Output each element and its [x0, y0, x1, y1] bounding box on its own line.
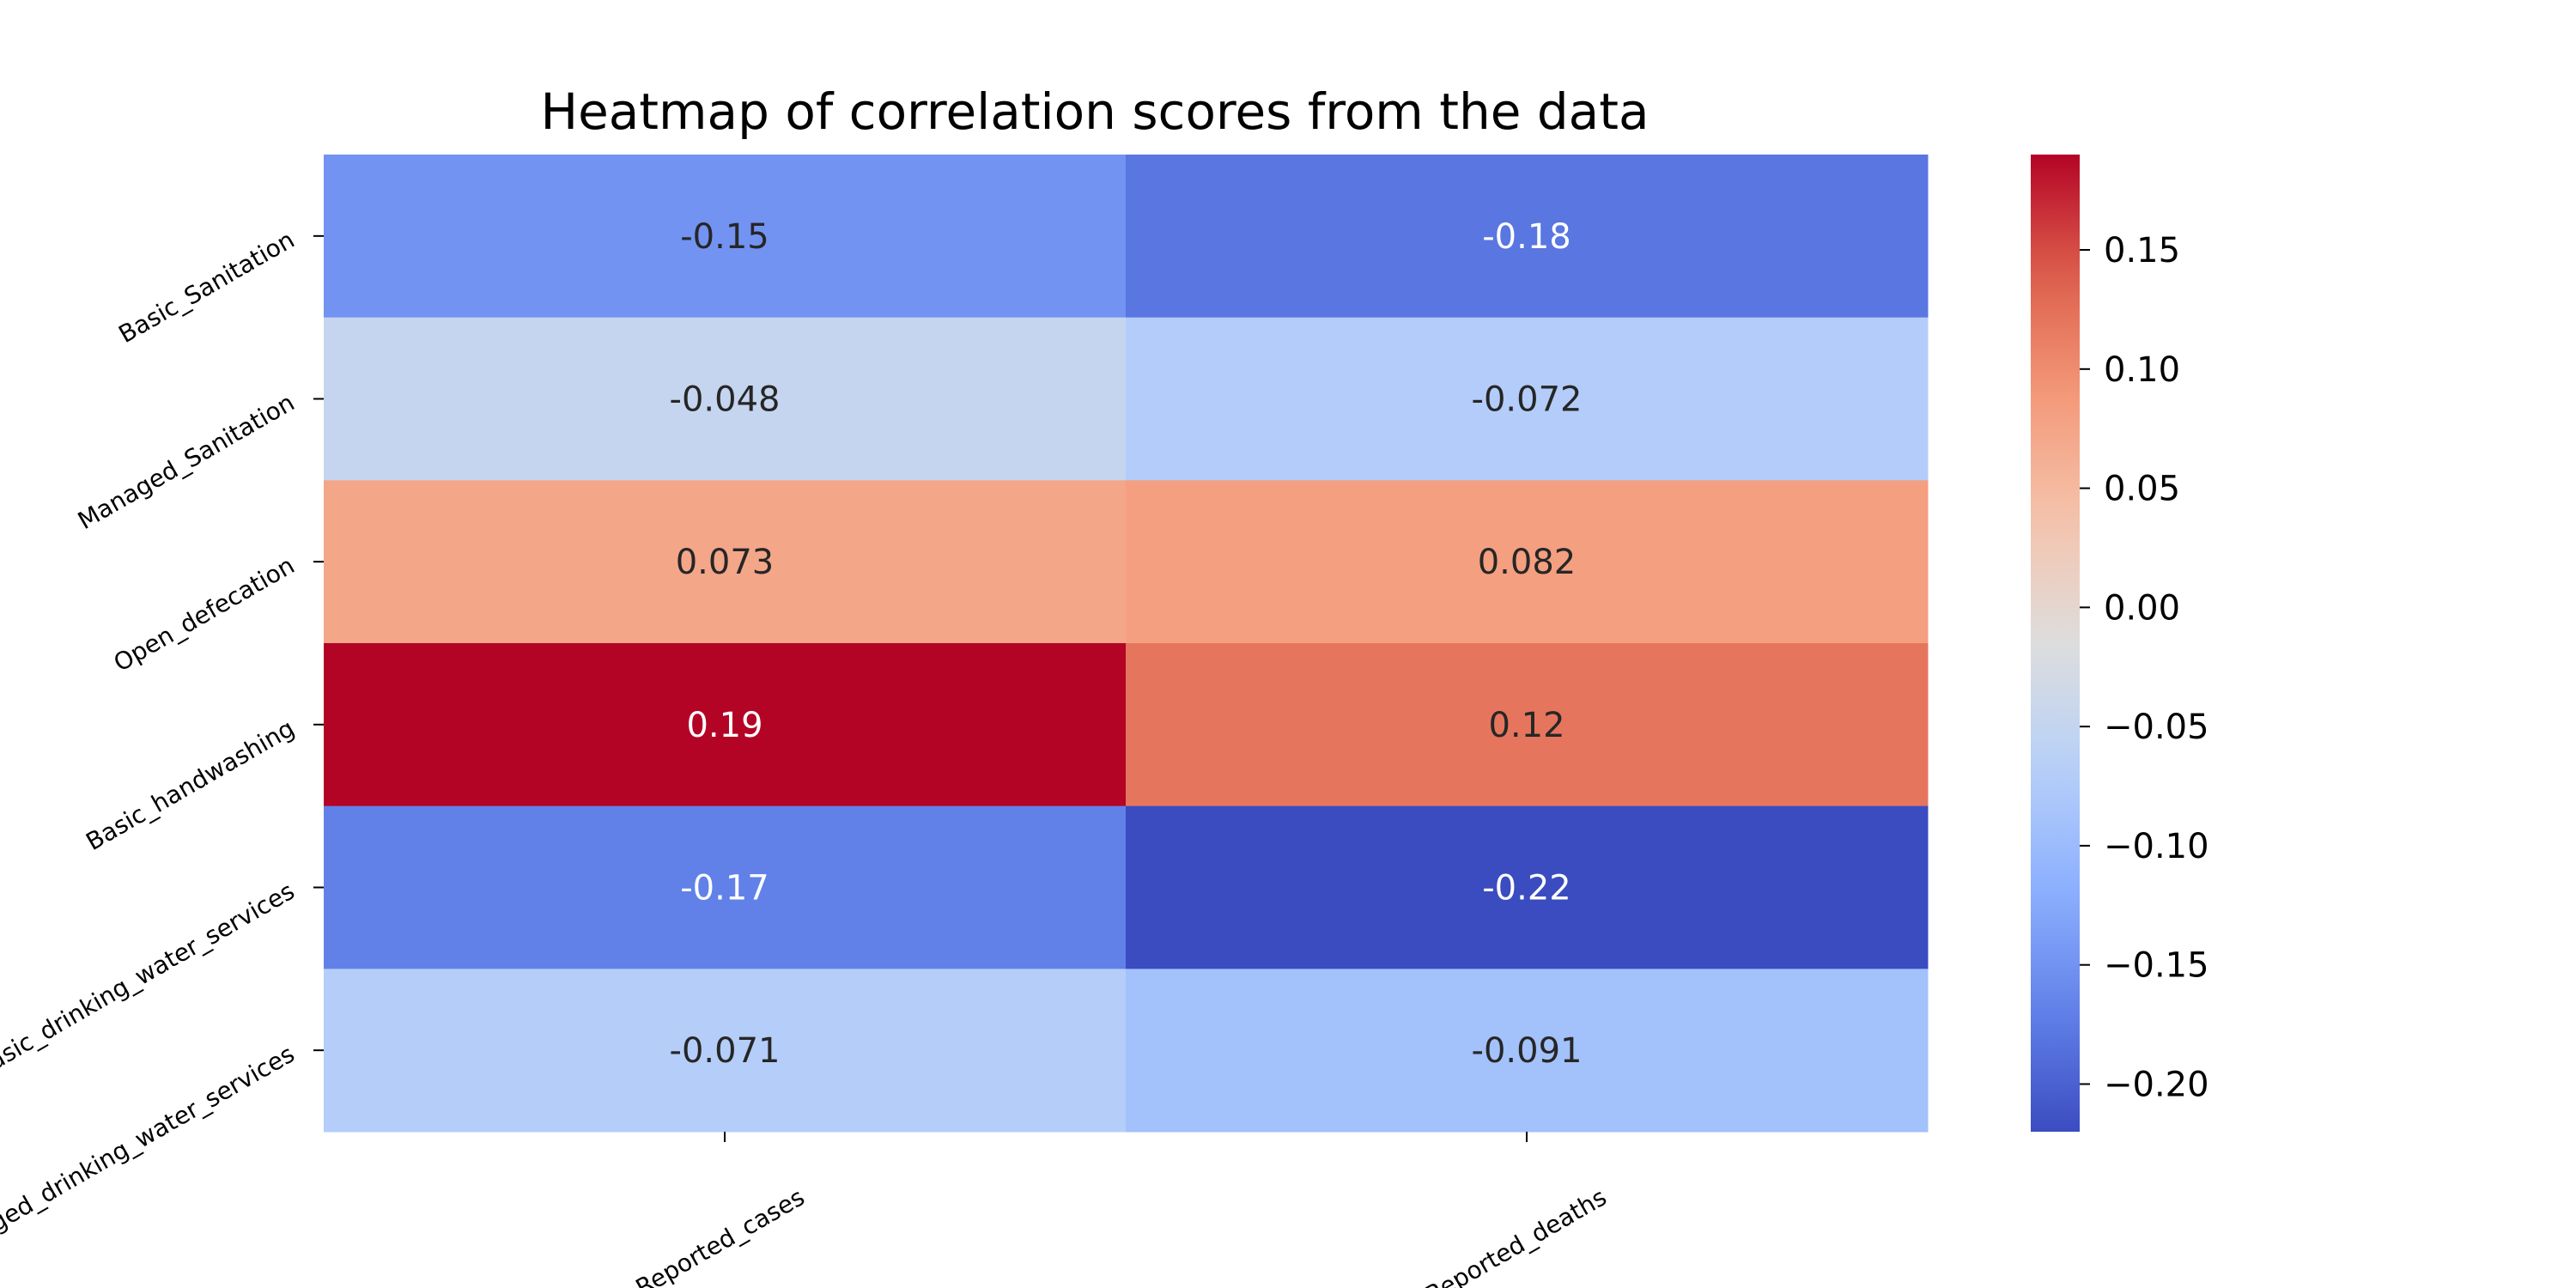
cell-value-label: 0.19 — [686, 706, 762, 745]
colorbar-tick-label: −0.20 — [2104, 1065, 2209, 1104]
cell-value-label: -0.091 — [1472, 1031, 1583, 1071]
cell-value-label: -0.072 — [1472, 380, 1583, 420]
heatmap-cell — [1126, 480, 1929, 644]
colorbar-tick-label: −0.10 — [2104, 827, 2209, 866]
heatmap-cell — [1126, 805, 1929, 969]
cell-value-label: -0.15 — [680, 217, 769, 257]
colorbar-tick-label: −0.15 — [2104, 946, 2209, 986]
heatmap-cell — [1126, 317, 1929, 481]
heatmap-cells: -0.15 -0.18 -0.048 -0.072 0.073 0.082 0.19 0.12… — [324, 155, 1929, 1133]
row-label: Open_defecation — [109, 551, 300, 677]
heatmap-cell — [1126, 643, 1929, 807]
colorbar-tick-label: −0.05 — [2104, 708, 2209, 747]
heatmap-cell — [324, 155, 1127, 319]
cell-value-label: -0.048 — [670, 380, 781, 420]
colorbar-tick-label: 0.00 — [2104, 588, 2180, 628]
cell-value-label: -0.071 — [670, 1031, 781, 1071]
row-labels: Basic_Sanitation Managed_Sanitation Open_d… — [0, 225, 324, 1270]
cell-value-label: 0.082 — [1478, 543, 1577, 582]
cell-value-label: 0.073 — [676, 543, 775, 582]
heatmap-cell — [324, 480, 1127, 644]
column-label: Reported_deaths — [1420, 1182, 1611, 1288]
heatmap-cell — [324, 805, 1127, 969]
chart-title: Heatmap of correlation scores from the d… — [540, 82, 1649, 141]
colorbar-tick-label: 0.05 — [2104, 470, 2180, 509]
colorbar-tick-label: 0.10 — [2104, 350, 2180, 390]
heatmap-cell — [1126, 155, 1929, 319]
cell-value-label: -0.22 — [1482, 869, 1571, 908]
row-label: Basic_handwashing — [81, 714, 299, 856]
colorbar-tick-label: 0.15 — [2104, 231, 2180, 270]
row-label: Managed_Sanitation — [73, 388, 300, 535]
column-label: Reported_cases — [631, 1182, 810, 1288]
cell-value-label: -0.18 — [1482, 217, 1571, 257]
cell-value-label: -0.17 — [680, 869, 769, 908]
heatmap-cell — [324, 317, 1127, 481]
colorbar-ticks: 0.15 0.10 0.05 0.00 −0.05 −0.10 −0.15 −0.20 — [2080, 231, 2209, 1104]
heatmap-cell — [324, 643, 1127, 807]
heatmap-cell — [1126, 969, 1929, 1133]
column-labels: Reported_cases Reported_deaths — [631, 1132, 1612, 1288]
colorbar — [2031, 155, 2080, 1132]
heatmap-cell — [324, 969, 1127, 1133]
row-label: Basic_drinking_water_services — [0, 877, 299, 1084]
row-label: Basic_Sanitation — [114, 225, 300, 349]
row-label: Managed_drinking_water_services — [0, 1040, 299, 1271]
cell-value-label: 0.12 — [1488, 706, 1564, 745]
